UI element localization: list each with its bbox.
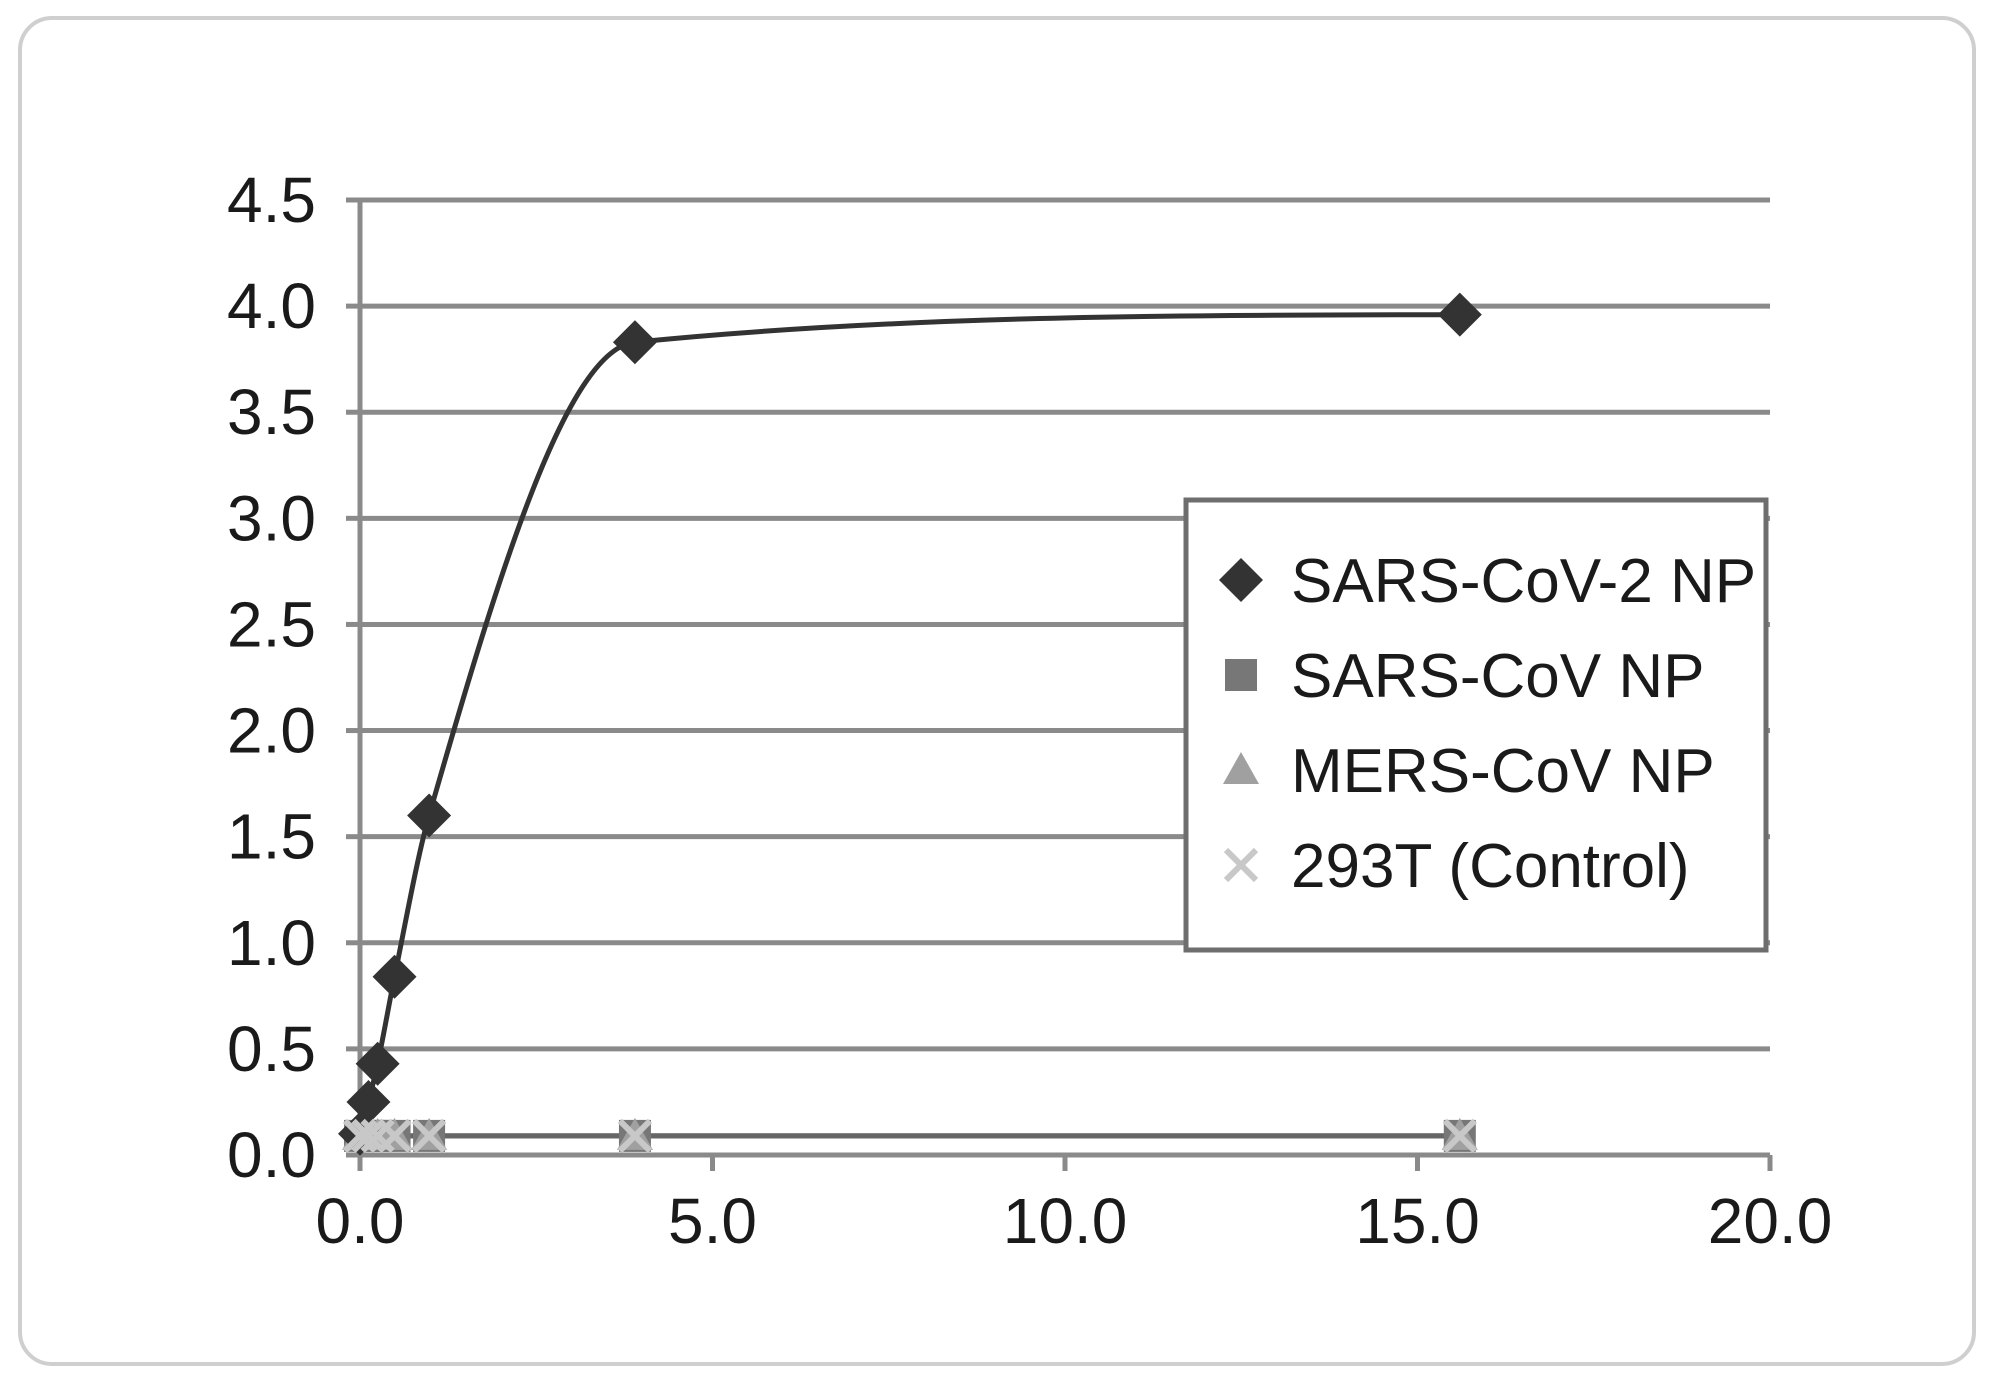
x-tick-label: 0.0 xyxy=(316,1185,405,1257)
x-marker-stroke xyxy=(351,1118,386,1154)
y-tick-labels: 0.0 0.5 1.0 1.5 2.0 2.5 3.0 3.5 4.0 4.5 xyxy=(227,164,316,1191)
x-marker-stroke xyxy=(377,1118,412,1154)
x-tick-label: 15.0 xyxy=(1355,1185,1480,1257)
y-tick-label: 1.0 xyxy=(227,907,316,979)
data-point-diamond xyxy=(407,793,452,838)
y-tick-label: 4.5 xyxy=(227,164,316,236)
legend-marker-x xyxy=(1223,847,1259,883)
legend-label: MERS-CoV NP xyxy=(1291,737,1715,806)
y-tick-label: 2.0 xyxy=(227,695,316,767)
y-tick-label: 1.5 xyxy=(227,801,316,873)
y-tick-label: 3.0 xyxy=(227,482,316,554)
data-points xyxy=(338,292,1482,1156)
data-point-diamond xyxy=(372,954,417,999)
legend-label: 293T (Control) xyxy=(1291,832,1690,901)
y-tick-label: 2.5 xyxy=(227,588,316,660)
data-point-diamond xyxy=(355,1041,400,1086)
x-marker-stroke xyxy=(1223,847,1259,883)
legend-box xyxy=(1183,497,1769,953)
data-point-x xyxy=(351,1118,386,1154)
legend-marker-diamond xyxy=(1219,558,1263,602)
y-tick-label: 0.5 xyxy=(227,1013,316,1085)
data-point-x xyxy=(1442,1118,1477,1154)
data-point-x xyxy=(377,1118,412,1154)
x-tick-label: 20.0 xyxy=(1708,1185,1833,1257)
data-point-x xyxy=(617,1118,653,1154)
data-point-diamond xyxy=(346,1079,391,1124)
legend-marker-square xyxy=(1225,659,1257,691)
legend-label: SARS-CoV-2 NP xyxy=(1291,547,1756,616)
legend: SARS-CoV-2 NP SARS-CoV NP MERS-CoV NP 293T … xyxy=(1183,497,1769,953)
legend-label: SARS-CoV NP xyxy=(1291,642,1704,711)
x-tick-label: 10.0 xyxy=(1003,1185,1128,1257)
y-tick-label: 3.5 xyxy=(227,376,316,448)
axes xyxy=(346,197,1773,1171)
data-point-x xyxy=(411,1118,447,1154)
x-tick-labels: 0.0 5.0 10.0 15.0 20.0 xyxy=(316,1185,1833,1257)
x-marker-stroke xyxy=(411,1118,447,1154)
x-marker-stroke xyxy=(1442,1118,1477,1154)
data-point-diamond xyxy=(1437,292,1482,337)
y-tick-label: 4.0 xyxy=(227,270,316,342)
data-point-diamond xyxy=(612,320,657,365)
legend-marker-triangle xyxy=(1223,752,1259,784)
y-tick-label: 0.0 xyxy=(227,1119,316,1191)
x-marker-stroke xyxy=(617,1118,653,1154)
x-tick-label: 5.0 xyxy=(668,1185,757,1257)
